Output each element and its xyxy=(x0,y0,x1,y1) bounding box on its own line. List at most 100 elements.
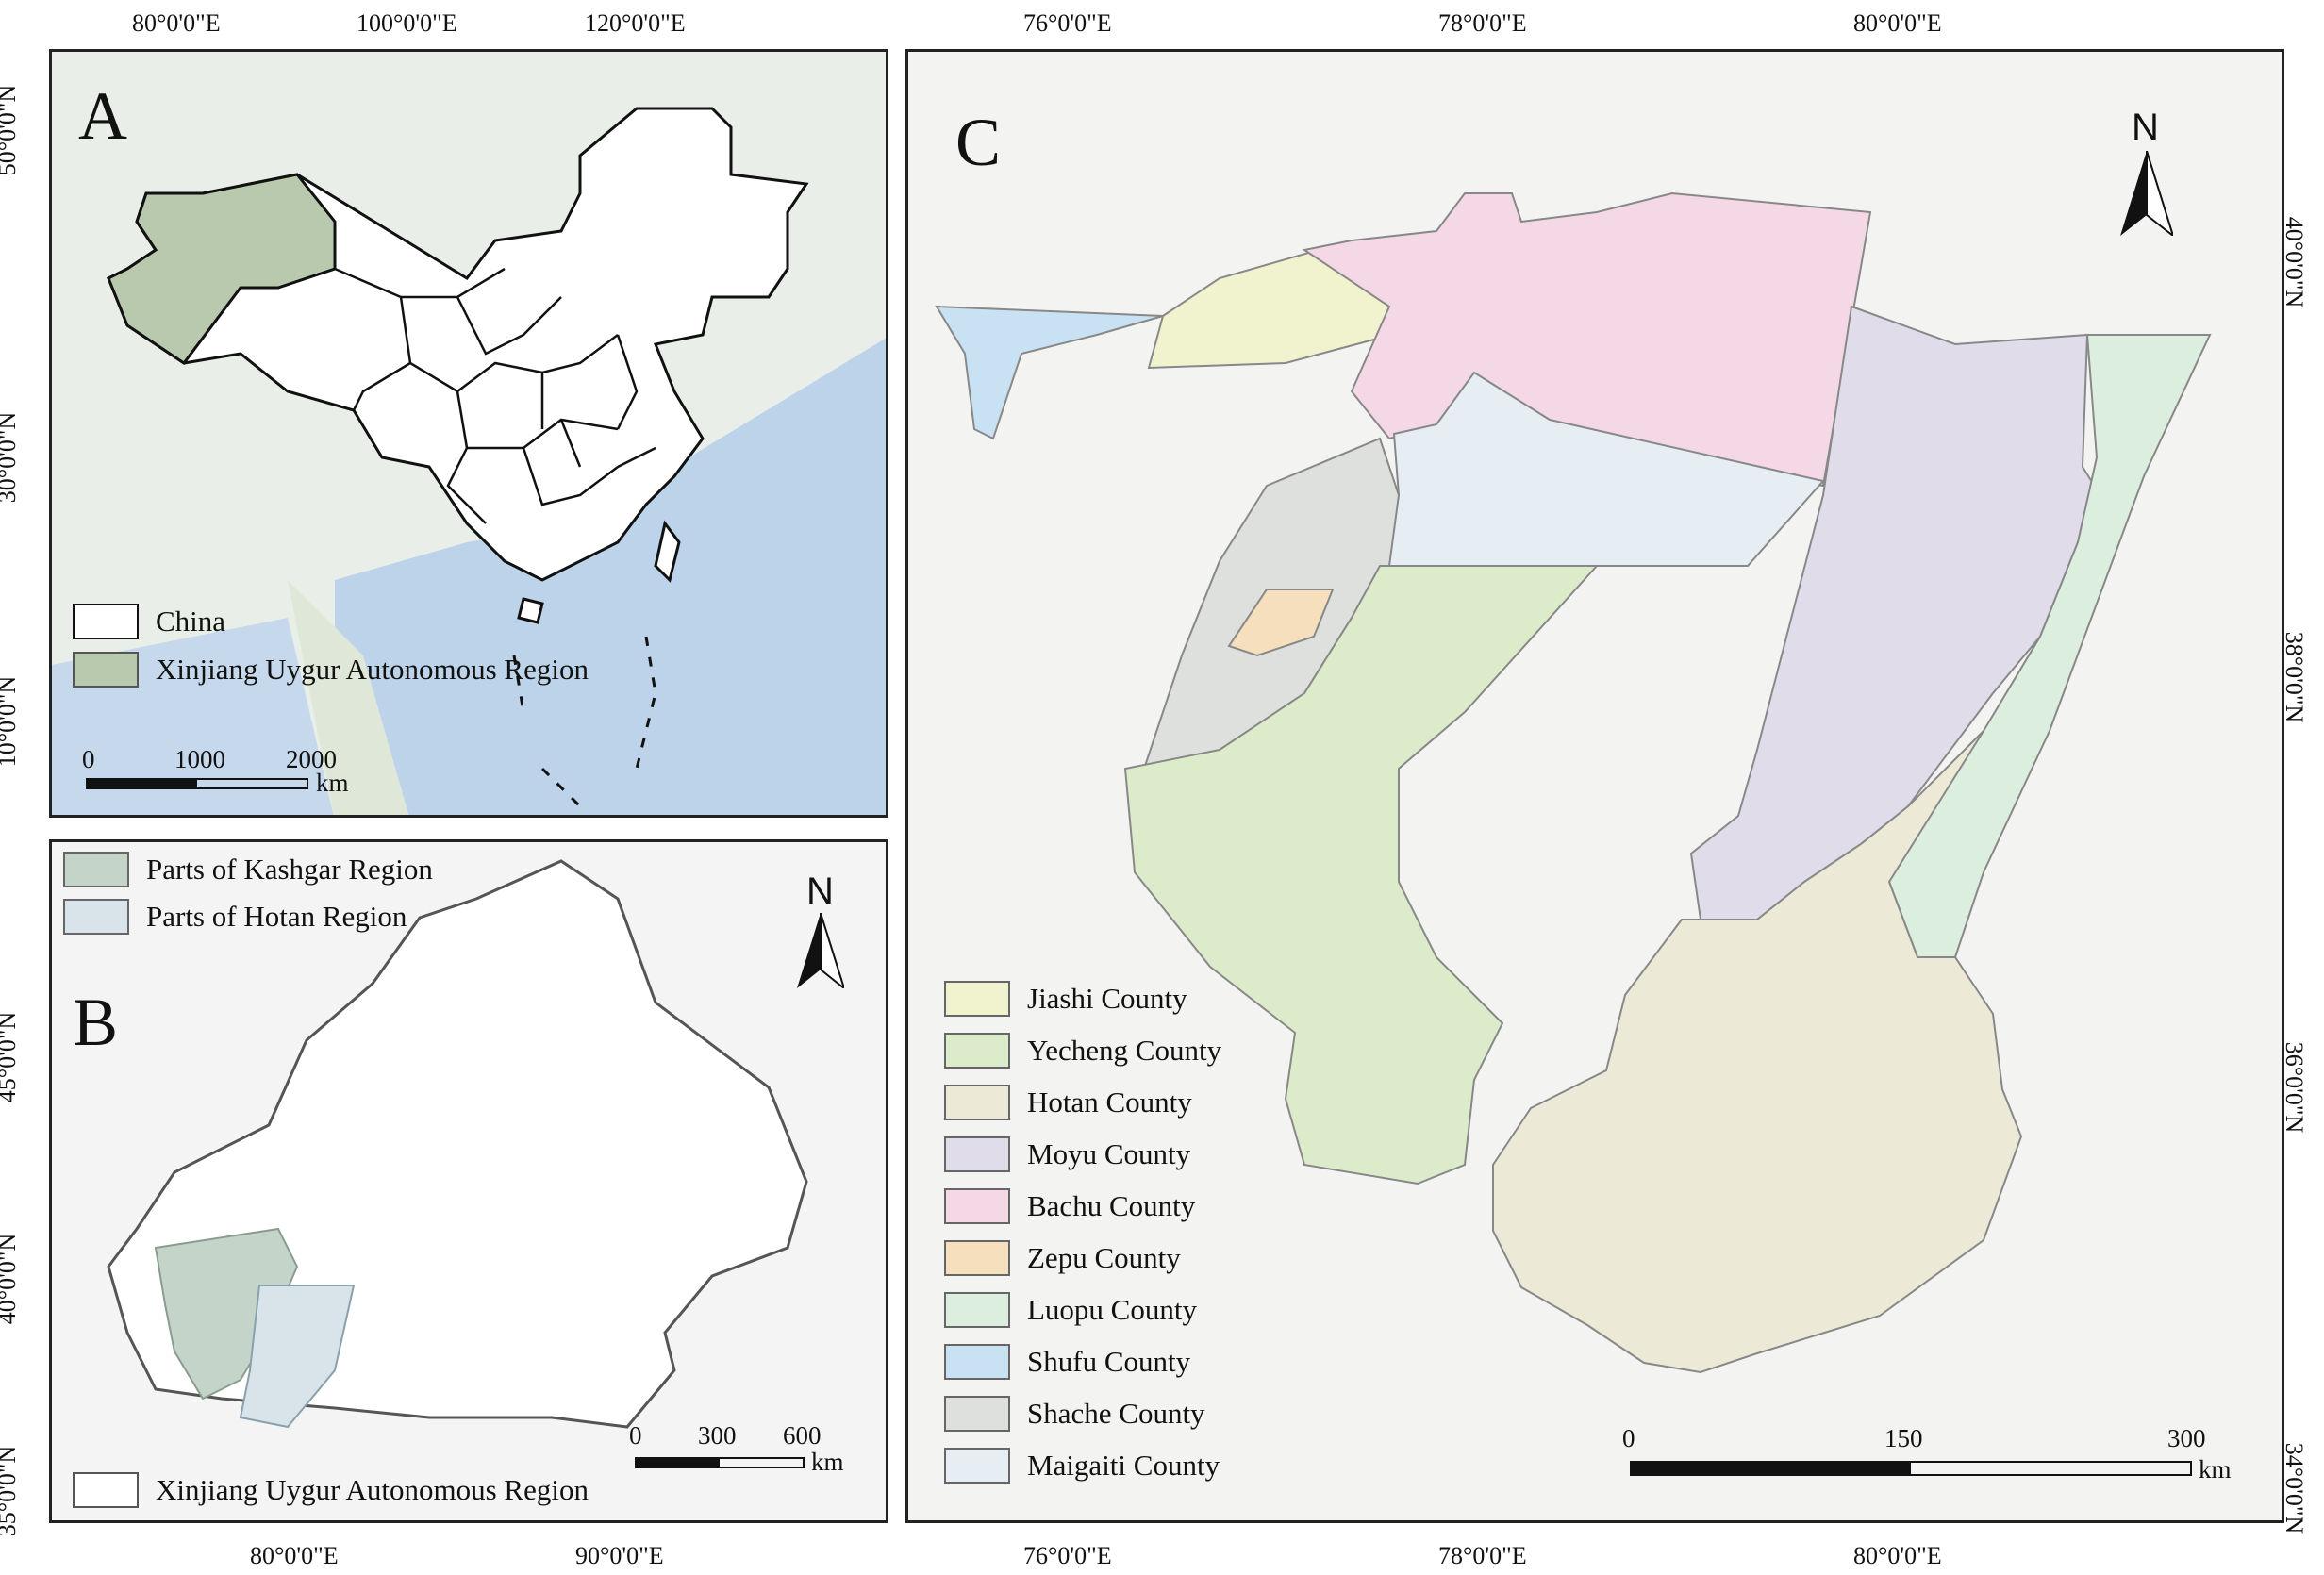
legend-label: Xinjiang Uygur Autonomous Region xyxy=(156,1473,589,1506)
panel-c-legend-item: Bachu County xyxy=(944,1188,1195,1224)
scale-bar xyxy=(635,1457,805,1468)
panel-c-legend-item: Jiashi County xyxy=(944,981,1187,1017)
scale-label: 0 xyxy=(629,1421,642,1450)
panel-b-north-label: N xyxy=(806,870,834,912)
legend-label: Xinjiang Uygur Autonomous Region xyxy=(156,653,589,686)
hotan-parts xyxy=(239,1285,356,1429)
scale-label: 150 xyxy=(1884,1424,1923,1452)
legend-swatch xyxy=(944,1292,1010,1328)
panel-c-legend-item: Moyu County xyxy=(944,1136,1190,1172)
shufu-county xyxy=(935,305,1164,440)
south-china-sea-dashes xyxy=(512,636,657,808)
legend-swatch xyxy=(944,1188,1010,1224)
scale-unit: km xyxy=(316,769,349,797)
legend-label: Shache County xyxy=(1027,1397,1205,1430)
legend-swatch xyxy=(63,899,129,935)
scale-label: 0 xyxy=(1622,1424,1635,1452)
panel-a-lon-tick: 120°0'0"E xyxy=(585,9,686,37)
legend-swatch xyxy=(944,1344,1010,1380)
legend-label: Hotan County xyxy=(1027,1086,1192,1119)
panel-c-lon-tick-top: 80°0'0"E xyxy=(1853,9,1942,37)
province-borders xyxy=(334,267,656,524)
panel-b-lat-tick: 45°0'0"N xyxy=(0,1011,22,1103)
legend-label: Parts of Hotan Region xyxy=(146,900,407,933)
panel-b-xinjiang-map: B N Parts of Kashgar Region Parts of Hot… xyxy=(49,839,888,1523)
panel-b-legend-xinjiang: Xinjiang Uygur Autonomous Region xyxy=(73,1472,589,1508)
panel-c-north-label: N xyxy=(2132,107,2159,148)
legend-swatch xyxy=(944,1240,1010,1276)
scale-unit: km xyxy=(2199,1455,2232,1484)
taiwan-island xyxy=(654,520,681,583)
panel-b-lon-tick: 90°0'0"E xyxy=(575,1542,664,1569)
legend-swatch xyxy=(944,981,1010,1017)
panel-b-map-canvas xyxy=(107,859,808,1429)
scale-label: 0 xyxy=(82,745,95,773)
legend-label: Zepu County xyxy=(1027,1241,1181,1274)
panel-c-legend-item: Shufu County xyxy=(944,1344,1190,1380)
panel-c-lon-tick-bottom: 78°0'0"E xyxy=(1438,1542,1527,1569)
panel-c-lon-tick-bottom: 76°0'0"E xyxy=(1023,1542,1112,1569)
panel-c-county-map: C N Jiashi County Yecheng County Hotan C… xyxy=(905,49,2284,1523)
land-area xyxy=(288,580,409,815)
legend-label: Maigaiti County xyxy=(1027,1449,1220,1482)
legend-label: Luopu County xyxy=(1027,1293,1197,1326)
legend-label: China xyxy=(156,605,226,638)
panel-b-north-arrow-icon xyxy=(797,913,844,988)
legend-label: Jiashi County xyxy=(1027,982,1187,1015)
panel-c-lon-tick-bottom: 80°0'0"E xyxy=(1853,1542,1942,1569)
scale-label: 300 xyxy=(698,1421,737,1450)
panel-b-legend-kashgar: Parts of Kashgar Region xyxy=(63,852,433,887)
scale-bar xyxy=(1630,1461,2192,1476)
panel-c-legend-item: Shache County xyxy=(944,1396,1205,1432)
legend-swatch xyxy=(944,1085,1010,1120)
legend-swatch xyxy=(73,604,139,639)
legend-swatch xyxy=(944,1033,1010,1069)
panel-a-letter: A xyxy=(78,78,127,154)
panel-c-map-canvas xyxy=(935,191,2212,1374)
scale-label: 1000 xyxy=(174,745,225,773)
panel-a-china-map: A China Xinjiang Uygur Autonomous Region… xyxy=(49,49,888,818)
panel-c-letter: C xyxy=(955,105,1002,180)
panel-b-letter: B xyxy=(73,985,119,1060)
panel-b-lon-tick: 80°0'0"E xyxy=(250,1542,339,1569)
hotan-county xyxy=(1492,730,2023,1374)
panel-c-north-arrow-icon xyxy=(2120,151,2173,236)
panel-c-legend-item: Maigaiti County xyxy=(944,1448,1220,1484)
sea-area xyxy=(335,338,886,815)
panel-a-lat-tick: 50°0'0"N xyxy=(0,84,22,176)
panel-c-lat-tick: 38°0'0"N xyxy=(2281,631,2309,723)
legend-swatch xyxy=(944,1136,1010,1172)
panel-c-lon-tick-top: 78°0'0"E xyxy=(1438,9,1527,37)
panel-c-lat-tick: 40°0'0"N xyxy=(2281,216,2309,308)
legend-label: Moyu County xyxy=(1027,1137,1191,1170)
yecheng-county xyxy=(1123,565,1600,1185)
panel-b-lat-tick: 35°0'0"N xyxy=(0,1445,22,1537)
panel-a-lon-tick: 100°0'0"E xyxy=(357,9,457,37)
panel-a-lat-tick: 10°0'0"N xyxy=(0,675,22,768)
panel-a-map-canvas xyxy=(52,107,886,815)
legend-swatch xyxy=(944,1396,1010,1432)
zepu-county xyxy=(1227,589,1335,657)
panel-c-lon-tick-top: 76°0'0"E xyxy=(1023,9,1112,37)
panel-a-lon-tick: 80°0'0"E xyxy=(132,9,221,37)
panel-c-legend-item: Zepu County xyxy=(944,1240,1181,1276)
panel-a-lat-tick: 30°0'0"N xyxy=(0,411,22,504)
kashgar-parts xyxy=(154,1227,299,1401)
scale-label: 300 xyxy=(2167,1424,2206,1452)
legend-label: Shufu County xyxy=(1027,1345,1191,1378)
legend-label: Yecheng County xyxy=(1027,1034,1222,1067)
panel-c-legend-item: Luopu County xyxy=(944,1292,1197,1328)
scale-bar xyxy=(86,778,308,789)
panel-c-lat-tick: 36°0'0"N xyxy=(2281,1041,2309,1134)
legend-swatch xyxy=(73,1472,139,1508)
legend-swatch xyxy=(944,1448,1010,1484)
legend-label: Parts of Kashgar Region xyxy=(146,853,433,886)
panel-c-lat-tick: 34°0'0"N xyxy=(2281,1442,2309,1534)
panel-c-legend-item: Hotan County xyxy=(944,1085,1192,1120)
scale-unit: km xyxy=(811,1448,844,1476)
legend-swatch xyxy=(73,652,139,688)
panel-a-legend-china: China xyxy=(73,604,225,639)
panel-a-legend-xinjiang: Xinjiang Uygur Autonomous Region xyxy=(73,652,589,688)
legend-swatch xyxy=(63,852,129,887)
scale-label: 600 xyxy=(783,1421,822,1450)
